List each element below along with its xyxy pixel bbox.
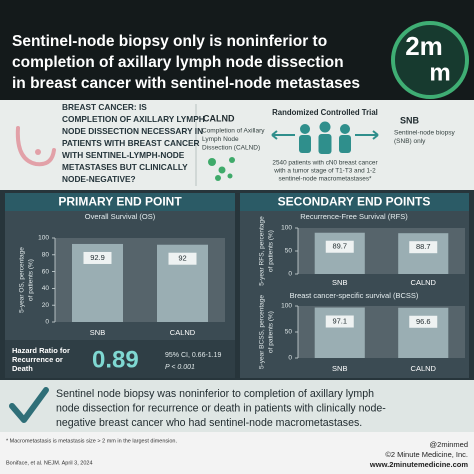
y-tick-label: 0 bbox=[45, 319, 49, 326]
patients-icon bbox=[299, 121, 351, 154]
footer-background bbox=[0, 432, 474, 474]
value-label-box bbox=[409, 241, 438, 254]
secondary-heading: SECONDARY END POINTS bbox=[278, 195, 431, 209]
trial-description: with a tumor stage of T1-T3 and 1-2 bbox=[273, 168, 376, 175]
handle: @2minmed bbox=[430, 440, 468, 449]
footnote: * Macrometastasis is metastasis size > 2… bbox=[6, 438, 177, 444]
value-label: 96.6 bbox=[416, 317, 431, 326]
chart-title: Breast cancer-specific survival (BCSS) bbox=[290, 291, 419, 300]
citation: Boniface, et al. NEJM. April 3, 2024 bbox=[6, 460, 93, 466]
value-label: 92 bbox=[178, 254, 186, 263]
y-axis-label: of patients (%) bbox=[268, 230, 275, 272]
question-line: BREAST CANCER: IS bbox=[62, 102, 147, 112]
bar bbox=[314, 232, 365, 274]
conclusion-background bbox=[0, 380, 474, 432]
question-line: WITH SENTINEL-LYMPH-NODE bbox=[62, 150, 185, 160]
arrow-left bbox=[271, 130, 295, 140]
x-tick-label: CALND bbox=[411, 364, 437, 373]
y-tick-label: 100 bbox=[38, 235, 49, 242]
calnd-description: Completion of Axillary bbox=[202, 128, 265, 135]
value-label: 88.7 bbox=[416, 242, 431, 251]
title-line: in breast cancer with sentinel-node meta… bbox=[12, 75, 360, 92]
copyright: ©2 Minute Medicine, Inc. bbox=[385, 450, 468, 459]
value-label: 97.1 bbox=[332, 316, 347, 325]
conclusion-line: Sentinel node biopsy was noninferior to … bbox=[56, 388, 374, 400]
chart-title: Recurrence-Free Survival (RFS) bbox=[300, 212, 408, 221]
y-tick-label: 80 bbox=[42, 252, 50, 259]
trial-description: sentinel-node macrometastases* bbox=[278, 176, 372, 183]
y-axis-label: 5-year RFS, percentage bbox=[259, 216, 266, 286]
y-axis-label: 5-year BCSS, percentage bbox=[259, 295, 266, 369]
question-line: COMPLETION OF AXILLARY LYMPH bbox=[62, 114, 205, 124]
hazard-label: Death bbox=[12, 364, 33, 373]
logo-circle bbox=[391, 21, 469, 99]
check-icon bbox=[9, 387, 49, 423]
y-tick-label: 20 bbox=[42, 302, 50, 309]
hazard-label: Recurrence or bbox=[12, 355, 63, 364]
snb-label: SNB bbox=[400, 115, 420, 125]
x-tick-label: SNB bbox=[90, 328, 105, 337]
secondary-heading-band bbox=[240, 193, 469, 211]
value-label-box bbox=[83, 251, 112, 264]
arrow-right bbox=[355, 130, 379, 140]
primary-heading-band bbox=[5, 193, 235, 211]
y-tick-label: 40 bbox=[42, 285, 50, 292]
hazard-label: Hazard Ratio for bbox=[12, 346, 70, 355]
y-tick-label: 0 bbox=[288, 271, 292, 278]
conclusion-line: negative breast cancer who had sentinel-… bbox=[56, 417, 362, 429]
hazard-band bbox=[5, 340, 235, 378]
trial-title: Randomized Controlled Trial bbox=[272, 108, 378, 117]
intro-background bbox=[0, 100, 474, 190]
y-axis-label: of patients (%) bbox=[268, 311, 275, 353]
bar bbox=[398, 307, 449, 358]
hazard-value: 0.89 bbox=[92, 346, 139, 373]
x-tick-label: SNB bbox=[332, 278, 347, 287]
y-tick-label: 50 bbox=[285, 248, 293, 255]
conclusion-line: node dissection for recurrence or death … bbox=[56, 402, 386, 414]
website: www.2minutemedicine.com bbox=[369, 460, 468, 469]
y-tick-label: 100 bbox=[281, 225, 292, 232]
value-label-box bbox=[409, 315, 438, 328]
y-axis-label: 5-year OS, percentage bbox=[19, 247, 26, 313]
question-line: NODE DISSECTION NECESSARY IN bbox=[62, 126, 203, 136]
hazard-ci: 95% CI, 0.66-1.19 bbox=[165, 352, 222, 359]
primary-heading: PRIMARY END POINT bbox=[58, 195, 182, 209]
value-label-box bbox=[325, 240, 354, 253]
y-tick-label: 50 bbox=[285, 329, 293, 336]
lymph-node-icon bbox=[208, 157, 235, 181]
value-label-box bbox=[168, 252, 197, 265]
y-tick-label: 0 bbox=[288, 355, 292, 362]
question-line: NODE-NEGATIVE? bbox=[62, 174, 136, 184]
x-tick-label: SNB bbox=[332, 364, 347, 373]
question-line: METASTASES BUT CLINICALLY bbox=[62, 162, 188, 172]
breast-icon bbox=[15, 126, 56, 167]
x-tick-label: CALND bbox=[411, 278, 437, 287]
hazard-p: P < 0.001 bbox=[165, 364, 195, 371]
value-label: 89.7 bbox=[332, 242, 347, 251]
y-tick-label: 100 bbox=[281, 303, 292, 310]
breast-icon-dot bbox=[35, 149, 41, 155]
x-tick-label: CALND bbox=[170, 328, 196, 337]
value-label: 92.9 bbox=[90, 253, 105, 262]
title-line: Sentinel-node biopsy only is noninferior… bbox=[12, 33, 327, 50]
calnd-label: CALND bbox=[203, 113, 235, 123]
y-tick-label: 60 bbox=[42, 268, 50, 275]
bar bbox=[314, 307, 365, 358]
title-line: completion of axillary lymph node dissec… bbox=[12, 54, 344, 71]
question-line: PATIENTS WITH BREAST CANCER bbox=[62, 138, 200, 148]
snb-description: (SNB) only bbox=[394, 138, 426, 145]
trial-description: 2540 patients with cN0 breast cancer bbox=[272, 160, 378, 167]
logo-text: m bbox=[429, 59, 450, 86]
y-axis-label: of patients (%) bbox=[28, 259, 35, 301]
snb-description: Sentinel-node biopsy bbox=[394, 130, 455, 137]
bar bbox=[398, 233, 449, 274]
value-label-box bbox=[325, 315, 354, 328]
logo-text: 2m bbox=[405, 31, 443, 61]
calnd-description: Dissection (CALND) bbox=[202, 145, 260, 152]
calnd-description: Lymph Node bbox=[202, 136, 239, 143]
chart-title: Overall Survival (OS) bbox=[85, 212, 156, 221]
